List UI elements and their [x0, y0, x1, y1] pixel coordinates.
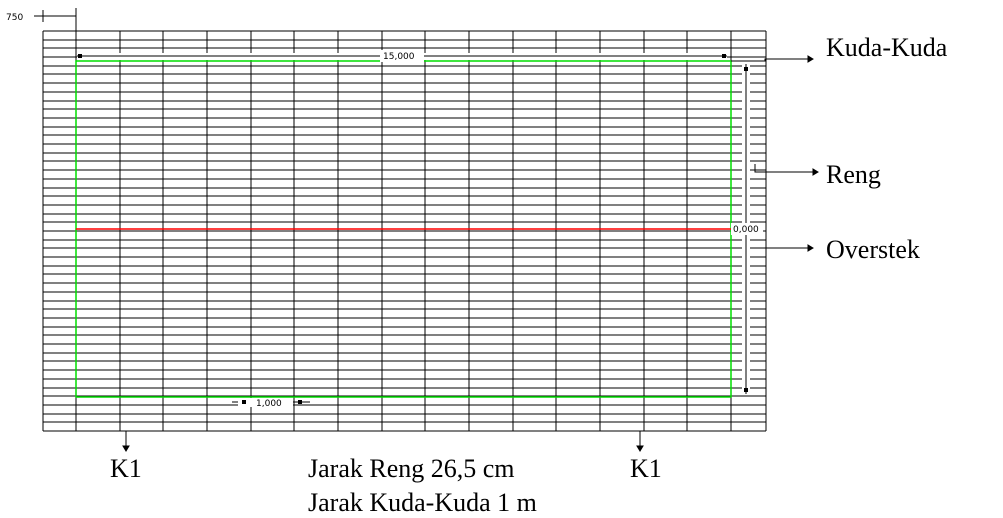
- k1-right-marker: [636, 431, 644, 452]
- span-dimension: [731, 64, 763, 394]
- roof-grid: [42, 8, 767, 432]
- overhang-callout-label: Overstek: [826, 235, 920, 264]
- truss-callout-arrow: [731, 55, 814, 63]
- truss-spacing-dimension: [232, 398, 310, 407]
- k1-left-marker: [122, 431, 130, 452]
- truss-spacing-label: 1,000: [256, 399, 282, 409]
- k1-left-label: K1: [110, 454, 142, 483]
- truss-spacing-note: Jarak Kuda-Kuda 1 m: [308, 488, 537, 517]
- overhang-dimension-label: 750: [6, 13, 23, 23]
- elevation-label: 0,000: [733, 225, 759, 235]
- truss-callout-label: Kuda-Kuda: [826, 33, 948, 62]
- batten-callout-label: Reng: [826, 160, 881, 189]
- total-length-dimension: [77, 50, 727, 62]
- k1-right-label: K1: [630, 454, 662, 483]
- overhang-callout-arrow: [758, 244, 814, 252]
- overhang-dimension: [0, 8, 77, 22]
- batten-spacing-note: Jarak Reng 26,5 cm: [308, 454, 515, 483]
- total-length-label: 15,000: [383, 52, 415, 62]
- batten-callout-arrow: [754, 164, 819, 176]
